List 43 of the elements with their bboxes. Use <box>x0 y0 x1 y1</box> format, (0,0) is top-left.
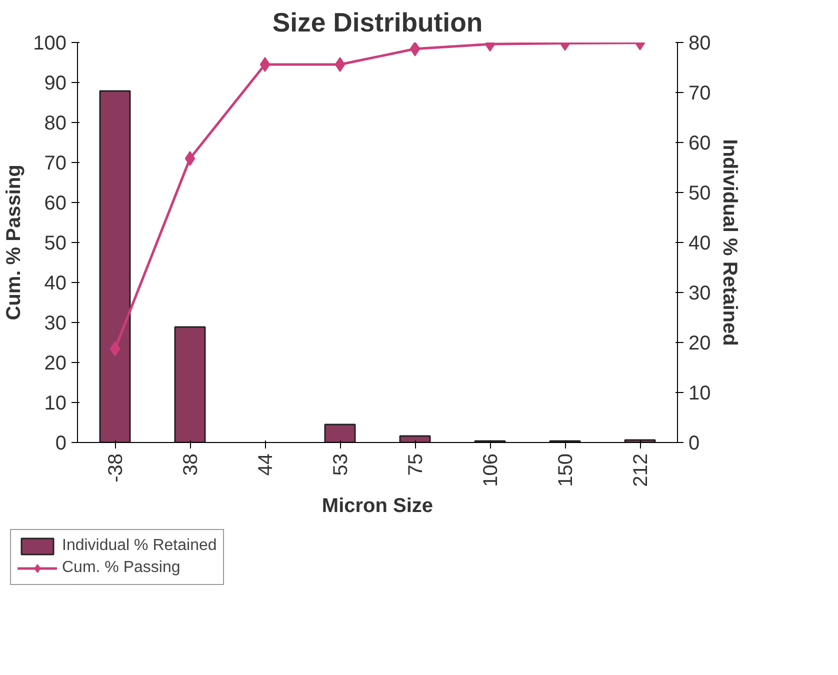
y-tick-label: 90 <box>44 72 67 94</box>
x-tick-label: 106 <box>480 453 502 487</box>
point <box>260 57 270 72</box>
bar <box>99 90 131 442</box>
point <box>184 151 196 166</box>
y-tick-label: 80 <box>44 112 67 134</box>
legend-label: Individual % Retained <box>62 537 217 555</box>
y-axis-title: Cum. % Passing <box>3 164 26 320</box>
bar <box>399 435 431 442</box>
x-tick-label: 38 <box>180 453 202 476</box>
y-tick-label: 20 <box>44 352 67 374</box>
y2-tick-label: 40 <box>688 232 711 254</box>
y2-axis-title: Individual % Retained <box>718 139 741 346</box>
x-tick-label: 212 <box>630 453 652 487</box>
y2-tick-label: 30 <box>688 282 711 304</box>
x-tick-label: 53 <box>330 453 352 476</box>
y-tick-label: 60 <box>44 192 67 214</box>
y2-tick-label: 80 <box>688 32 711 54</box>
y-tick-label: 100 <box>33 32 67 54</box>
point <box>110 341 120 356</box>
y-tick-label: 40 <box>44 272 67 294</box>
y-tick-label: 50 <box>44 232 67 254</box>
x-tick-label: 75 <box>405 453 427 476</box>
point <box>410 42 420 56</box>
y2-tick-label: 60 <box>688 132 711 154</box>
y2-tick-label: 10 <box>688 382 711 404</box>
y-tick-label: 30 <box>44 312 67 334</box>
y2-tick-label: 50 <box>688 182 711 204</box>
y2-tick-label: 0 <box>688 432 700 454</box>
x-tick-label: 150 <box>555 453 577 487</box>
y2-tick-label: 70 <box>688 82 711 104</box>
point <box>334 57 346 72</box>
y-tick-label: 70 <box>44 152 67 174</box>
x-axis-title: Micron Size <box>322 494 434 517</box>
y-tick-label: 0 <box>55 432 66 454</box>
legend-label: Cum. % Passing <box>62 559 180 577</box>
y-tick-label: 10 <box>44 392 67 414</box>
bar <box>174 326 206 442</box>
bar <box>324 424 356 442</box>
x-tick-label: -38 <box>105 454 127 482</box>
chart-title: Size Distribution <box>272 8 483 38</box>
x-tick-label: 44 <box>255 453 277 476</box>
y2-tick-label: 20 <box>688 332 711 354</box>
